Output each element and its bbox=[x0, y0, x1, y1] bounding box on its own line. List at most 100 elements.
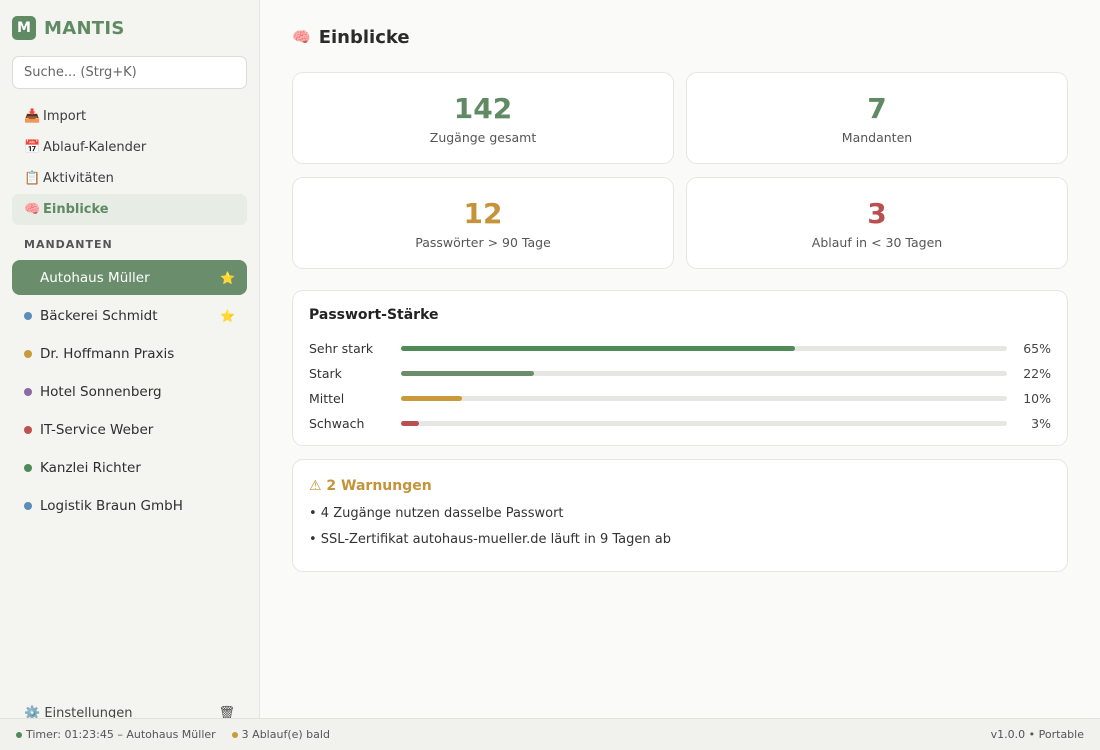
nav-item-ablauf-kalender[interactable]: 📅 Ablauf-Kalender bbox=[12, 132, 247, 163]
client-item[interactable]: IT-Service Weber bbox=[12, 412, 247, 447]
stat-value: 142 bbox=[453, 91, 513, 125]
settings-link[interactable]: ⚙️ Einstellungen bbox=[24, 706, 132, 721]
sidebar: M MANTIS 📥Import📅Ablauf-Kalender📋Aktivit… bbox=[0, 0, 260, 721]
brain-icon: 🧠 bbox=[292, 28, 311, 46]
warnings-list: • 4 Zugänge nutzen dasselbe Passwort • SS… bbox=[309, 506, 1051, 558]
nav-item-label: Import bbox=[43, 109, 87, 124]
client-list: Autohaus Müller ⭐ Bäckerei Schmidt ⭐ Dr. Hof… bbox=[12, 260, 247, 523]
stat-value: 3 bbox=[867, 196, 887, 230]
password-strength-title: Passwort-Stärke bbox=[309, 307, 439, 323]
client-color-dot bbox=[24, 274, 32, 282]
client-color-dot bbox=[24, 501, 32, 510]
strength-label: Stark bbox=[309, 366, 342, 381]
client-color-dot bbox=[24, 349, 32, 358]
settings-label: Einstellungen bbox=[44, 705, 133, 721]
star-icon[interactable]: ⭐ bbox=[220, 270, 235, 285]
strength-row: Sehr stark 65% bbox=[309, 336, 1051, 361]
app-window: M MANTIS 📥Import📅Ablauf-Kalender📋Aktivit… bbox=[0, 0, 1100, 721]
client-name: IT-Service Weber bbox=[40, 421, 154, 438]
strength-label: Mittel bbox=[309, 391, 345, 406]
nav-item-label: Einblicke bbox=[43, 202, 109, 217]
trash-icon[interactable]: 🗑 bbox=[218, 705, 235, 721]
version-label: v1.0.0 • Portable bbox=[990, 728, 1084, 741]
client-item[interactable]: Autohaus Müller ⭐ bbox=[12, 260, 247, 295]
strength-track bbox=[401, 371, 1007, 376]
client-color-dot bbox=[24, 387, 32, 396]
expiry-dot bbox=[231, 731, 238, 738]
warnings-card: ⚠ 2 Warnungen • 4 Zugänge nutzen dasselb… bbox=[292, 459, 1068, 572]
strength-track bbox=[401, 396, 1007, 401]
client-name: Autohaus Müller bbox=[40, 269, 150, 286]
calendar-icon: 📅 bbox=[24, 140, 41, 155]
stat-card: 3 Ablauf in < 30 Tagen bbox=[686, 177, 1068, 269]
stat-label: Ablauf in < 30 Tagen bbox=[811, 234, 943, 250]
strength-label: Schwach bbox=[309, 416, 365, 431]
warning-item: • SSL-Zertifikat autohaus-mueller.de läu… bbox=[309, 532, 671, 547]
expiry-status: 3 Ablauf(e) bald bbox=[231, 728, 330, 741]
nav-item-aktivit-ten[interactable]: 📋 Aktivitäten bbox=[12, 163, 247, 194]
nav-item-import[interactable]: 📥 Import bbox=[12, 101, 247, 132]
strength-fill bbox=[401, 421, 420, 426]
clients-section-label: MANDANTEN bbox=[24, 238, 113, 251]
warning-item: • 4 Zugänge nutzen dasselbe Passwort bbox=[309, 506, 564, 521]
strength-percent: 22% bbox=[1023, 366, 1051, 381]
strength-label: Sehr stark bbox=[309, 341, 374, 356]
stat-label: Zugänge gesamt bbox=[429, 129, 537, 145]
strength-row: Schwach 3% bbox=[309, 411, 1051, 436]
stat-card: 12 Passwörter > 90 Tage bbox=[292, 177, 674, 269]
inbox-tray-icon: 📥 bbox=[24, 109, 41, 124]
stat-card: 142 Zugänge gesamt bbox=[292, 72, 674, 164]
stat-value: 12 bbox=[463, 196, 503, 230]
strength-row: Mittel 10% bbox=[309, 386, 1051, 411]
timer-text: Timer: 01:23:45 – Autohaus Müller bbox=[26, 728, 216, 741]
strength-fill bbox=[401, 346, 795, 351]
sidebar-nav: 📥 Import 📅 Ablauf-Kalender 📋 Aktivitäten 🧠 Einb… bbox=[12, 101, 247, 225]
search-input[interactable] bbox=[12, 56, 247, 89]
nav-item-einblicke[interactable]: 🧠 Einblicke bbox=[12, 194, 247, 225]
status-bar: Timer: 01:23:45 – Autohaus Müller 3 Abla… bbox=[0, 718, 1100, 750]
timer-dot bbox=[16, 731, 22, 738]
stat-value: 7 bbox=[867, 91, 887, 125]
stats-grid: 142 Zugänge gesamt 7 Mandanten 12 Passwörter … bbox=[292, 72, 1068, 269]
stat-label: Mandanten bbox=[841, 129, 913, 145]
page-title-text: Einblicke bbox=[318, 26, 410, 48]
client-color-dot bbox=[24, 463, 32, 472]
stat-card: 7 Mandanten bbox=[686, 72, 1068, 164]
password-strength-card: Passwort-Stärke Sehr stark 65% Stark 22% Mit… bbox=[292, 290, 1068, 446]
gear-icon: ⚙️ bbox=[24, 705, 41, 721]
nav-item-label: Ablauf-Kalender bbox=[43, 140, 147, 155]
client-item[interactable]: Hotel Sonnenberg bbox=[12, 374, 247, 409]
strength-track bbox=[401, 346, 1007, 351]
client-color-dot bbox=[24, 311, 32, 320]
client-name: Bäckerei Schmidt bbox=[40, 307, 158, 324]
client-name: Kanzlei Richter bbox=[40, 459, 141, 476]
client-item[interactable]: Logistik Braun GmbH bbox=[12, 488, 247, 523]
strength-row: Stark 22% bbox=[309, 361, 1051, 386]
client-item[interactable]: Bäckerei Schmidt ⭐ bbox=[12, 298, 247, 333]
brand-logo: M bbox=[12, 16, 36, 40]
client-name: Dr. Hoffmann Praxis bbox=[40, 345, 175, 362]
strength-percent: 3% bbox=[1031, 416, 1051, 431]
main-content: 🧠 Einblicke 142 Zugänge gesamt 7 Mandanten 1… bbox=[260, 0, 1100, 718]
page-title: 🧠 Einblicke bbox=[292, 24, 1068, 50]
timer-status: Timer: 01:23:45 – Autohaus Müller bbox=[16, 728, 216, 741]
strength-percent: 65% bbox=[1023, 341, 1051, 356]
star-icon[interactable]: ⭐ bbox=[220, 308, 235, 323]
strength-track bbox=[401, 421, 1007, 426]
warnings-title: ⚠ 2 Warnungen bbox=[309, 478, 432, 494]
client-color-dot bbox=[24, 425, 32, 434]
strength-bars: Sehr stark 65% Stark 22% Mittel 10% Schwach 3% bbox=[309, 336, 1051, 436]
client-item[interactable]: Kanzlei Richter bbox=[12, 450, 247, 485]
client-item[interactable]: Dr. Hoffmann Praxis bbox=[12, 336, 247, 371]
expiry-text: 3 Ablauf(e) bald bbox=[241, 728, 330, 741]
client-name: Hotel Sonnenberg bbox=[40, 383, 162, 400]
brain-icon: 🧠 bbox=[24, 202, 41, 217]
stat-label: Passwörter > 90 Tage bbox=[415, 234, 551, 250]
strength-percent: 10% bbox=[1023, 391, 1051, 406]
brand: M MANTIS bbox=[12, 0, 247, 56]
sidebar-footer: ⚙️ Einstellungen 🗑 bbox=[12, 702, 247, 724]
strength-fill bbox=[401, 396, 462, 401]
brand-name: MANTIS bbox=[44, 17, 125, 39]
nav-item-label: Aktivitäten bbox=[43, 171, 114, 186]
strength-fill bbox=[401, 371, 535, 376]
